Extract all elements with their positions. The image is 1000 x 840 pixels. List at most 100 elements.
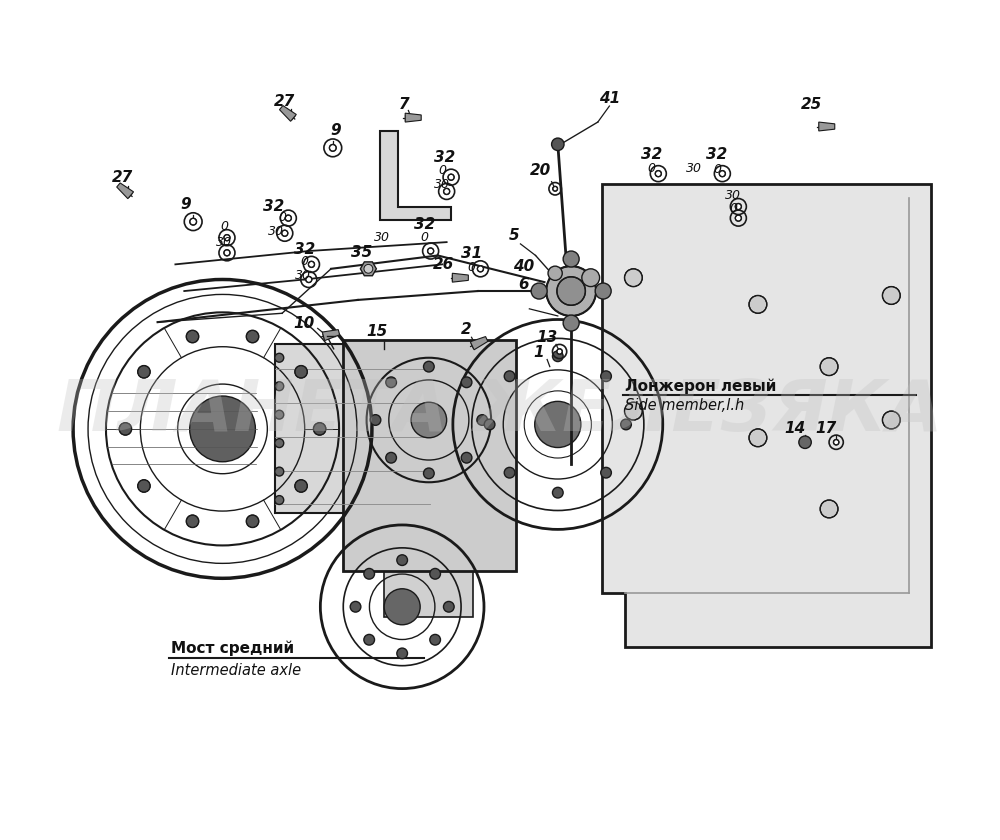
Circle shape	[430, 634, 440, 645]
Circle shape	[424, 468, 434, 479]
Circle shape	[275, 438, 284, 448]
Circle shape	[364, 265, 373, 273]
Circle shape	[484, 419, 495, 430]
Circle shape	[295, 480, 307, 492]
Text: 0: 0	[468, 260, 476, 274]
Circle shape	[595, 283, 611, 299]
Text: 32: 32	[414, 217, 435, 232]
Circle shape	[625, 269, 642, 286]
Text: 26: 26	[432, 257, 454, 272]
Circle shape	[548, 266, 562, 281]
Text: 10: 10	[294, 317, 315, 332]
Circle shape	[428, 248, 434, 254]
Circle shape	[735, 203, 741, 210]
Text: 0: 0	[300, 255, 308, 268]
Circle shape	[444, 188, 450, 195]
FancyBboxPatch shape	[505, 354, 515, 496]
Text: 9: 9	[330, 123, 341, 139]
Text: 32: 32	[294, 242, 315, 257]
Circle shape	[552, 138, 564, 150]
Circle shape	[246, 515, 259, 528]
Text: Мост средний: Мост средний	[171, 641, 294, 656]
FancyBboxPatch shape	[343, 375, 350, 482]
Circle shape	[386, 377, 396, 387]
Polygon shape	[452, 273, 468, 282]
Circle shape	[749, 429, 767, 447]
Circle shape	[882, 286, 900, 304]
Text: 0: 0	[278, 211, 286, 223]
Circle shape	[224, 234, 230, 241]
Circle shape	[601, 467, 611, 478]
FancyBboxPatch shape	[343, 340, 516, 571]
Text: 15: 15	[367, 323, 388, 339]
Text: ПЛАНЕТА ЖЕЛЕЗЯКА: ПЛАНЕТА ЖЕЛЕЗЯКА	[57, 376, 943, 445]
Circle shape	[384, 589, 420, 625]
Text: 20: 20	[529, 164, 551, 178]
Text: 32: 32	[706, 148, 728, 162]
Text: Лонжерон левый: Лонжерон левый	[625, 379, 776, 394]
Circle shape	[882, 411, 900, 429]
Text: 30: 30	[434, 178, 450, 191]
Circle shape	[119, 423, 132, 435]
Circle shape	[833, 439, 839, 445]
Polygon shape	[360, 262, 376, 276]
Circle shape	[553, 186, 558, 192]
Circle shape	[364, 569, 375, 579]
Circle shape	[282, 230, 288, 236]
Text: 35: 35	[351, 245, 372, 260]
Circle shape	[190, 396, 255, 462]
Text: 25: 25	[801, 97, 822, 112]
Circle shape	[364, 634, 375, 645]
Circle shape	[138, 480, 150, 492]
Circle shape	[749, 296, 767, 313]
Circle shape	[621, 419, 631, 430]
Text: 7: 7	[399, 97, 409, 112]
Circle shape	[461, 453, 472, 463]
Circle shape	[820, 500, 838, 517]
Text: 0: 0	[713, 163, 721, 176]
Circle shape	[430, 569, 440, 579]
Circle shape	[448, 174, 454, 181]
Polygon shape	[405, 113, 421, 122]
Circle shape	[275, 354, 284, 362]
Text: Side member,l.h: Side member,l.h	[625, 398, 744, 413]
Text: 40: 40	[513, 259, 535, 274]
Circle shape	[275, 467, 284, 476]
Circle shape	[799, 436, 811, 449]
Circle shape	[504, 467, 515, 478]
Circle shape	[411, 402, 447, 438]
FancyBboxPatch shape	[275, 344, 430, 513]
Circle shape	[397, 648, 408, 659]
FancyBboxPatch shape	[384, 571, 473, 617]
Text: 14: 14	[785, 422, 806, 437]
Circle shape	[546, 266, 596, 316]
Text: 6: 6	[519, 277, 529, 292]
Text: 30: 30	[725, 189, 741, 202]
Text: 32: 32	[263, 199, 284, 214]
Text: 30: 30	[374, 231, 390, 244]
Circle shape	[275, 410, 284, 419]
Circle shape	[313, 423, 326, 435]
Text: 27: 27	[111, 170, 133, 185]
Text: 17: 17	[816, 422, 837, 437]
Circle shape	[557, 277, 585, 305]
Circle shape	[443, 601, 454, 612]
Circle shape	[138, 365, 150, 378]
Circle shape	[186, 330, 199, 343]
Circle shape	[563, 251, 579, 267]
Text: 0: 0	[438, 164, 446, 176]
Text: 5: 5	[509, 228, 520, 243]
Circle shape	[397, 554, 408, 565]
Text: 2: 2	[461, 322, 472, 337]
Polygon shape	[819, 122, 835, 131]
Circle shape	[246, 330, 259, 343]
Circle shape	[477, 265, 483, 272]
Circle shape	[295, 365, 307, 378]
Text: 30: 30	[216, 236, 232, 249]
Circle shape	[552, 487, 563, 498]
Circle shape	[275, 381, 284, 391]
Polygon shape	[279, 106, 296, 121]
Circle shape	[306, 276, 312, 282]
Text: 32: 32	[434, 150, 455, 165]
Circle shape	[735, 215, 741, 221]
